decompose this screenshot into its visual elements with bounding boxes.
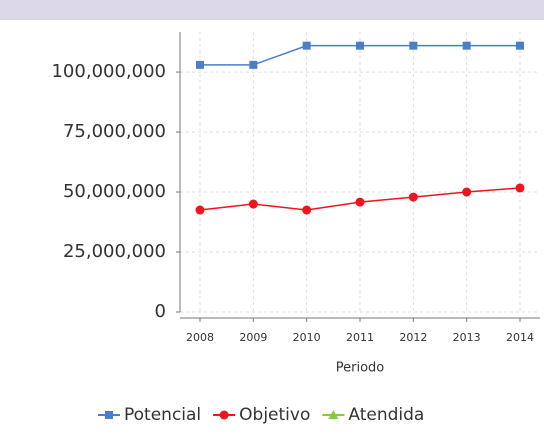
point [196,60,204,69]
legend-marker [328,410,339,419]
point [302,41,311,50]
point [462,187,472,197]
point [515,183,525,193]
x-tick-label: 2008 [186,331,214,344]
point [249,60,258,69]
point [462,41,471,50]
legend-marker [219,410,229,420]
point [356,41,364,50]
point [302,205,312,215]
point [516,41,524,50]
x-tick-label: 2012 [399,331,427,344]
header-strip [0,0,544,20]
point [195,205,205,215]
x-axis-label: Periodo [336,361,385,376]
legend-label: Objetivo [239,405,310,425]
point [408,192,418,202]
x-tick-label: 2013 [453,331,481,344]
legend-label: Potencial [124,405,201,425]
x-tick-label: 2009 [239,331,267,344]
y-tick-label: 0 [155,301,166,322]
point [409,41,418,50]
legend-label: Atendida [348,405,424,425]
y-tick-label: 25,000,000 [63,241,166,262]
legend-marker [105,411,113,419]
point [355,197,365,207]
y-tick-label: 50,000,000 [63,181,166,202]
x-tick-label: 2014 [506,331,534,344]
x-tick-label: 2010 [293,331,321,344]
point [248,199,258,209]
y-tick-label: 75,000,000 [63,121,166,142]
y-tick-label: 100,000,000 [51,61,166,82]
x-tick-label: 2011 [346,331,374,344]
